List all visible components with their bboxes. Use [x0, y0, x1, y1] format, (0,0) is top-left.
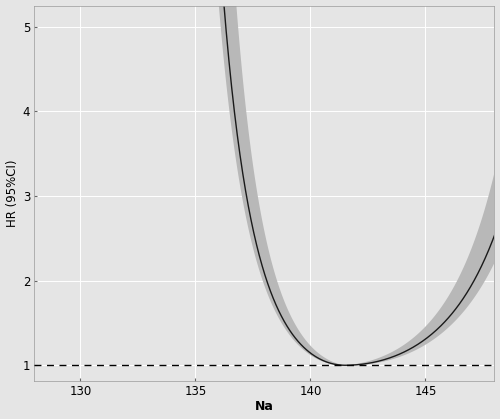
X-axis label: Na: Na: [255, 401, 274, 414]
Y-axis label: HR (95%CI): HR (95%CI): [6, 159, 18, 227]
